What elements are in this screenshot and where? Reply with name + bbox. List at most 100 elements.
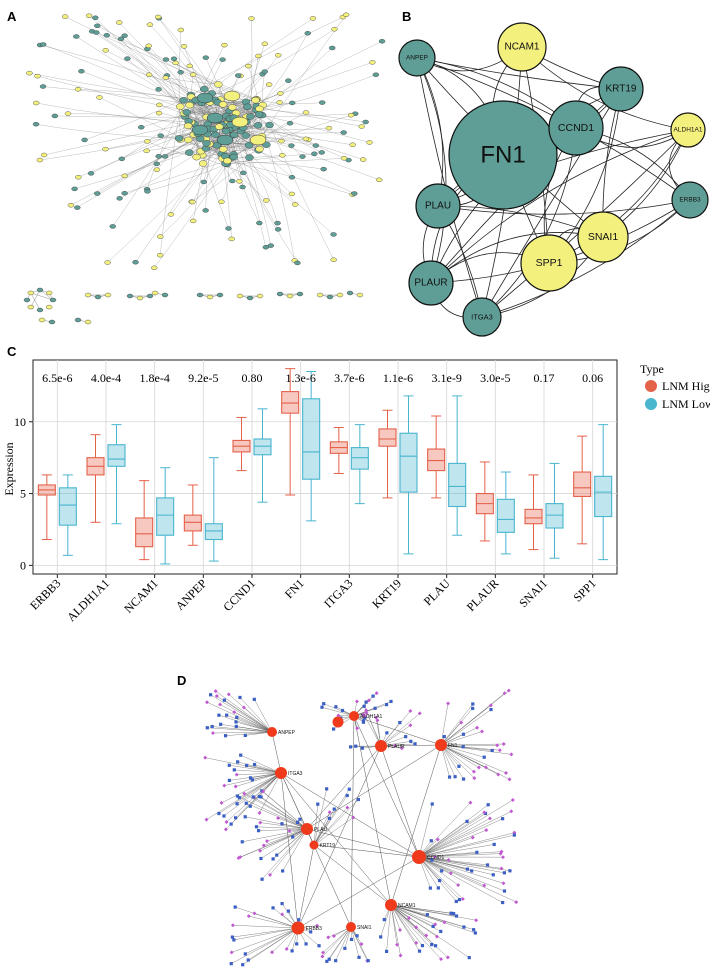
node xyxy=(192,153,201,161)
mirna-node xyxy=(252,762,257,767)
x-tick-label: SNAI1 xyxy=(516,576,550,610)
edge xyxy=(236,772,282,775)
tf-node xyxy=(395,942,400,947)
mirna-node xyxy=(217,811,221,816)
node xyxy=(288,175,296,180)
node xyxy=(304,31,311,36)
hub-erbb3: ERBB3 xyxy=(291,921,322,935)
mirna-node xyxy=(325,787,329,791)
small-component xyxy=(196,292,224,300)
mirna-node xyxy=(340,708,345,713)
mirna-node xyxy=(449,911,453,915)
y-axis-label: Expression xyxy=(2,442,16,495)
node xyxy=(36,157,44,163)
mirna-node xyxy=(438,878,442,883)
node-circle xyxy=(671,181,709,219)
hub-edge xyxy=(390,744,442,906)
hub-circle xyxy=(375,740,387,752)
node-label: SNAI1 xyxy=(588,231,619,243)
mirna-node xyxy=(385,731,389,735)
edge xyxy=(313,807,348,846)
tf-node xyxy=(448,871,453,876)
edge xyxy=(254,699,273,733)
mirna-node xyxy=(492,842,496,847)
hub-label: KRT19 xyxy=(320,843,336,849)
node xyxy=(200,85,209,93)
node xyxy=(228,104,237,111)
box-high-spp1 xyxy=(573,435,592,545)
mirna-node xyxy=(241,963,245,967)
node xyxy=(121,173,128,179)
tf-node xyxy=(232,710,237,715)
edge xyxy=(147,141,197,158)
hub-label: NCAM1 xyxy=(398,903,416,909)
box-low-erbb3 xyxy=(58,474,77,556)
node xyxy=(94,23,101,29)
mirna-node xyxy=(447,775,452,779)
node xyxy=(162,57,170,62)
node xyxy=(146,293,154,299)
tf-node xyxy=(355,726,360,731)
edge xyxy=(76,36,222,126)
edge xyxy=(226,139,355,194)
node xyxy=(255,105,264,113)
mirna-node xyxy=(473,931,477,935)
node-circle xyxy=(462,297,502,337)
node xyxy=(245,63,252,69)
hub-circle xyxy=(291,921,305,935)
edge xyxy=(225,731,273,736)
tf-node xyxy=(509,752,514,757)
node xyxy=(126,293,134,299)
edge xyxy=(321,707,355,717)
box-iqr xyxy=(594,475,613,518)
hub-circle xyxy=(435,739,447,751)
node xyxy=(246,113,255,120)
node xyxy=(81,137,88,143)
tf-node xyxy=(203,755,208,760)
node-circle xyxy=(415,183,461,229)
mirna-node xyxy=(461,745,465,749)
small-component xyxy=(84,292,112,300)
mirna-node xyxy=(462,925,466,929)
edge xyxy=(89,15,202,103)
mirna-node xyxy=(439,929,443,934)
box-high-aldh1a1 xyxy=(86,434,105,523)
box-low-fn1 xyxy=(302,370,321,522)
tf-node xyxy=(246,914,251,919)
mirna-node xyxy=(500,817,505,821)
node xyxy=(74,87,82,92)
node xyxy=(155,87,162,92)
tf-node xyxy=(204,817,209,822)
tf-node xyxy=(219,800,224,805)
node xyxy=(138,125,145,130)
node xyxy=(155,154,162,159)
mirna-node xyxy=(225,713,229,717)
node xyxy=(331,27,338,32)
hub-edge xyxy=(271,731,282,774)
mirna-node xyxy=(413,742,417,746)
edge xyxy=(206,702,273,733)
mirna-node xyxy=(334,705,338,709)
mirna-node xyxy=(245,763,249,768)
tf-node xyxy=(479,729,484,734)
node-circle xyxy=(577,211,629,263)
mirna-node xyxy=(420,943,425,948)
node xyxy=(229,131,239,138)
tf-node xyxy=(204,700,209,705)
mirna-node xyxy=(244,801,248,805)
mirna-node xyxy=(281,869,285,873)
box-low-plaur xyxy=(496,471,515,555)
edge xyxy=(218,715,273,733)
mirna-node xyxy=(501,900,505,905)
panel-b-nodes: FN1 NCAM1 ANPEP KRT19 CCND1 ALDH1A1 ERBB3 PLAU S… xyxy=(398,22,709,337)
legend-title: Type xyxy=(640,362,664,376)
mirna-node xyxy=(454,899,458,904)
edge xyxy=(313,795,348,846)
mirna-node xyxy=(327,816,332,820)
mirna-node xyxy=(222,698,226,702)
box-low-spp1 xyxy=(594,424,613,561)
node xyxy=(362,119,369,125)
node xyxy=(167,212,175,217)
node xyxy=(219,146,228,153)
edge xyxy=(390,904,427,936)
